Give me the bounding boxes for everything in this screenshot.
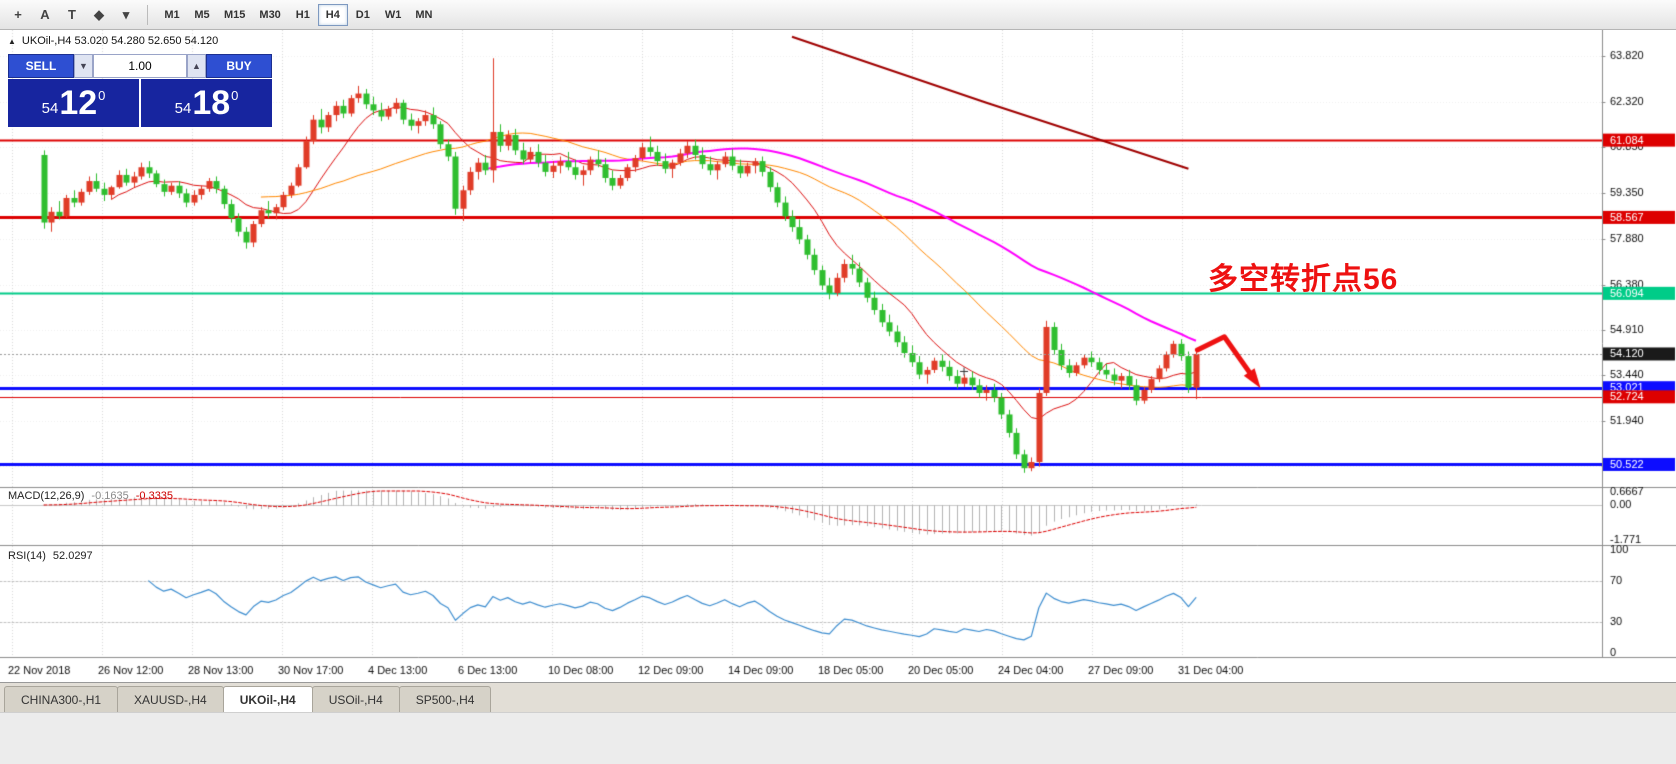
shapes-tool-icon[interactable]: ◆ [94, 6, 104, 22]
text-label-tool-icon[interactable]: A [40, 7, 50, 22]
timeframe-m30[interactable]: M30 [252, 4, 287, 26]
sell-price-display[interactable]: 54 12 0 [8, 79, 139, 127]
sell-button[interactable]: SELL [8, 54, 74, 78]
sell-price-small: 54 [41, 99, 59, 117]
timeframe-m15[interactable]: M15 [217, 4, 252, 26]
buy-price-big: 18 [192, 84, 231, 122]
buy-price-display[interactable]: 54 18 0 [141, 79, 272, 127]
tab-usoil-h4[interactable]: USOil-,H4 [311, 686, 400, 712]
toolbar-separator [147, 4, 148, 25]
status-bar [0, 712, 1676, 764]
timeframe-mn[interactable]: MN [408, 4, 439, 26]
volume-up-button[interactable]: ▲ [187, 54, 206, 78]
sell-price-sup: 0 [98, 87, 106, 103]
timeframe-w1[interactable]: W1 [378, 4, 409, 26]
buy-price-sup: 0 [231, 87, 239, 103]
drawing-toolbar: + A T ◆ ▾ [6, 4, 138, 26]
timeframe-d1[interactable]: D1 [348, 4, 378, 26]
tab-sp500-h4[interactable]: SP500-,H4 [398, 686, 492, 712]
rsi-value: 52.0297 [52, 550, 93, 562]
crosshair-tool-icon[interactable]: + [14, 7, 22, 22]
one-click-trading-panel: SELL ▼ ▲ BUY 54 12 0 54 18 0 [8, 54, 272, 127]
text-box-tool-icon[interactable]: T [68, 7, 76, 22]
rsi-indicator-label: RSI(14) 52.0297 [8, 550, 93, 562]
symbol-ohlc-text: UKOil-,H4 53.020 54.280 52.650 54.120 [21, 35, 219, 47]
buy-price-small: 54 [174, 99, 192, 117]
symbol-info: ▲ UKOil-,H4 53.020 54.280 52.650 54.120 [8, 35, 218, 47]
price-chart-canvas[interactable] [0, 30, 1676, 682]
volume-down-button[interactable]: ▼ [74, 54, 93, 78]
macd-main-value: -0.1635 [91, 490, 129, 502]
buy-button[interactable]: BUY [206, 54, 272, 78]
tab-xauusd-h4[interactable]: XAUUSD-,H4 [117, 686, 224, 712]
timeframe-buttons: M1 M5 M15 M30 H1 H4 D1 W1 MN [157, 3, 439, 26]
sell-price-big: 12 [59, 84, 98, 122]
top-toolbar: + A T ◆ ▾ M1 M5 M15 M30 H1 H4 D1 W1 MN [0, 0, 1676, 30]
macd-signal-value: -0.3335 [135, 490, 174, 502]
timeframe-h1[interactable]: H1 [288, 4, 318, 26]
macd-indicator-label: MACD(12,26,9) -0.1635 -0.3335 [8, 490, 173, 502]
macd-name: MACD(12,26,9) [8, 490, 85, 502]
timeframe-m5[interactable]: M5 [187, 4, 217, 26]
shapes-dropdown-icon[interactable]: ▾ [122, 6, 130, 22]
chart-area: ▲ UKOil-,H4 53.020 54.280 52.650 54.120 … [0, 30, 1676, 682]
collapse-triangle-icon[interactable]: ▲ [8, 36, 16, 46]
timeframe-m1[interactable]: M1 [157, 4, 187, 26]
chart-tabs-bar: CHINA300-,H1 XAUUSD-,H4 UKOil-,H4 USOil-,H4… [0, 682, 1676, 712]
tab-ukoil-h4[interactable]: UKOil-,H4 [222, 686, 313, 712]
tab-china300-h1[interactable]: CHINA300-,H1 [4, 686, 119, 712]
rsi-name: RSI(14) [8, 550, 46, 562]
chart-annotation-text: 多空转折点56 [1208, 263, 1399, 296]
timeframe-h4[interactable]: H4 [317, 3, 348, 26]
volume-input[interactable] [93, 54, 187, 78]
